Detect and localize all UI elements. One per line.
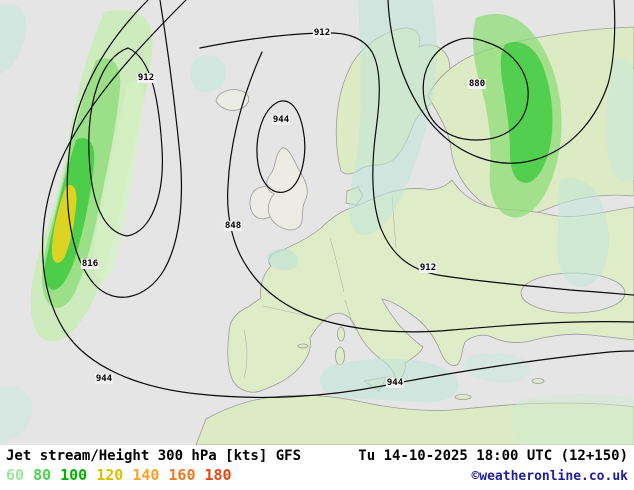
jet-patch-iceland xyxy=(190,55,227,93)
scale-value-80: 80 xyxy=(33,466,52,484)
land-great-britain xyxy=(266,147,308,231)
product-label: Jet stream/Height 300 hPa [kts] GFS xyxy=(6,448,302,464)
wind-speed-scale: 60 80 100 120 140 160 180 xyxy=(6,466,241,484)
europe-jetstream-map xyxy=(0,0,634,445)
land-europe-mainland xyxy=(227,179,634,393)
land-iceland xyxy=(215,89,250,111)
contour-944-uk-loop xyxy=(256,100,306,193)
copyright-link[interactable]: ©weatheronline.co.uk xyxy=(471,469,628,484)
jet-patch-topleft xyxy=(0,4,27,75)
contour-west-hairpin xyxy=(66,0,183,298)
map-area: 912 912 880 944 848 816 912 944 944 xyxy=(0,0,634,445)
map-footer: Jet stream/Height 300 hPa [kts] GFS Tu 1… xyxy=(0,445,634,490)
jet-band-northeast-core xyxy=(500,42,553,183)
valid-time-label: Tu 14-10-2025 18:00 UTC (12+150) xyxy=(358,448,628,464)
footer-row-scale: 60 80 100 120 140 160 180 ©weatheronline.co.uk xyxy=(0,464,634,484)
jet-patch-east-med xyxy=(464,352,530,383)
jet-tail-northeast xyxy=(557,178,609,287)
contour-848-arc xyxy=(227,51,634,333)
jet-patch-bottom-left xyxy=(0,386,33,442)
contour-944-long xyxy=(41,0,634,398)
scale-value-140: 140 xyxy=(132,466,160,484)
land-cyprus xyxy=(531,378,545,384)
land-balearics xyxy=(297,343,309,349)
jet-patch-brittany xyxy=(267,248,299,271)
jet-streak-west-secondary xyxy=(93,82,145,280)
land-sardinia xyxy=(335,346,345,366)
jet-stream-shading xyxy=(0,0,634,445)
scale-value-160: 160 xyxy=(168,466,196,484)
jet-patch-bottom-right xyxy=(511,393,634,445)
scale-value-180: 180 xyxy=(204,466,232,484)
footer-row-title: Jet stream/Height 300 hPa [kts] GFS Tu 1… xyxy=(0,445,634,464)
scale-value-60: 60 xyxy=(6,466,25,484)
height-contours xyxy=(41,0,634,398)
land-crete xyxy=(454,394,472,400)
scale-value-100: 100 xyxy=(60,466,88,484)
contour-880-loop xyxy=(422,37,529,141)
jet-patch-far-right xyxy=(606,58,634,183)
land-corsica xyxy=(337,326,345,342)
contour-northeast-hairpin xyxy=(387,0,616,164)
jet-band-west-max xyxy=(52,184,77,263)
scale-value-120: 120 xyxy=(96,466,124,484)
jet-band-baltic xyxy=(349,0,438,236)
contour-912-west-loop xyxy=(88,47,164,237)
